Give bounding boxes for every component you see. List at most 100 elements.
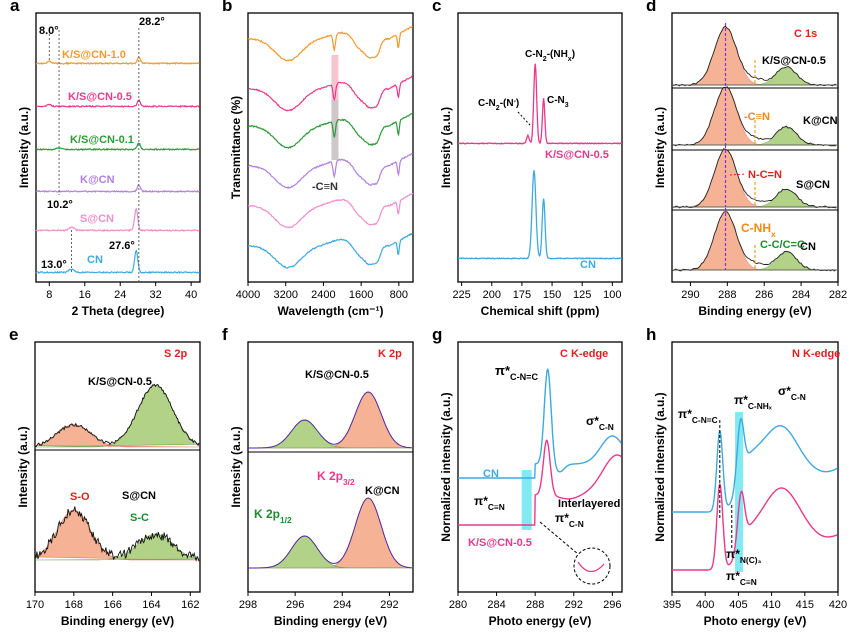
x-tick-label: 415 (796, 599, 814, 611)
panel-f: f 298 296 294 292 Binding energy (eV) Intensit… (222, 325, 414, 628)
x-tick-label: 292 (380, 599, 398, 611)
x-tick-label: 125 (573, 289, 591, 301)
x-tick-label: 282 (829, 289, 847, 301)
x-tick-label: 32 (150, 289, 162, 301)
title: K 2p (378, 348, 402, 360)
x-tick-label: 284 (792, 289, 810, 301)
series-S@CN (35, 207, 200, 232)
zoom-link (539, 521, 579, 555)
x-tick-label: 175 (513, 289, 531, 301)
x-tick-label: 24 (114, 289, 126, 301)
ann-pnc3: π*N(C)₃ (726, 547, 762, 565)
series-K@CN (35, 184, 201, 194)
x-tick-label: 162 (181, 599, 199, 611)
title: S 2p (164, 348, 188, 360)
x-tick-label: 100 (603, 289, 621, 301)
series-KS (672, 483, 838, 571)
peak-cc (672, 66, 837, 86)
x-tick-label: 8 (46, 289, 52, 301)
peak-k32 (247, 391, 412, 449)
series-label: CN (580, 259, 596, 271)
ftir-series (247, 75, 413, 112)
ann-k12: K 2p1/2 (254, 507, 292, 525)
band (521, 470, 532, 530)
panel-h-letter: h (646, 325, 656, 344)
x-tick-label: 225 (452, 289, 470, 301)
ann-sig: σ*C-N (778, 384, 806, 402)
x-axis-label: Wavelength (cm⁻¹) (278, 304, 384, 318)
x-tick-label: 1600 (349, 289, 373, 301)
x-tick-label: 288 (718, 289, 736, 301)
x-tick-label: 150 (543, 289, 561, 301)
x-tick-label: 200 (483, 289, 501, 301)
series-KS (458, 439, 622, 526)
zoom-circle (573, 547, 611, 585)
series-CN (457, 170, 623, 260)
series-label: K/S@CN-0.5 (88, 376, 152, 388)
ann-k32: K 2p3/2 (317, 469, 355, 487)
panel-e-frame (34, 341, 201, 593)
ann-sc: S-C (130, 512, 149, 524)
series-CN (672, 417, 838, 513)
x-tick-label: 292 (565, 599, 583, 611)
panel-g: g 280 284 288 292 296 Photo energy (eV) Normali… (432, 325, 623, 628)
panel-a-frame (35, 12, 201, 283)
ann-13: 13.0° (41, 259, 67, 271)
ftir-series (247, 232, 414, 269)
series-label: K/S@CN-1.0 (62, 49, 126, 61)
peak-cc (672, 188, 837, 208)
ftir-series (247, 192, 414, 229)
series-CN (458, 367, 623, 479)
ann-28.2: 28.2° (139, 16, 165, 28)
x-tick-label: 290 (681, 289, 699, 301)
ftir-series (247, 152, 413, 189)
ftir-series (247, 25, 414, 62)
ann-cc: C-C/C=C (760, 239, 805, 251)
x-axis-label: Chemical shift (ppm) (481, 304, 600, 318)
panel-f-letter: f (222, 325, 228, 344)
title: C 1s (794, 28, 817, 40)
ann-cn: -C≡N (744, 111, 770, 123)
x-axis-label: 2 Theta (degree) (72, 304, 165, 318)
panel-g-frame (457, 341, 623, 593)
panel-b-letter: b (222, 0, 232, 15)
panel-h-frame (671, 341, 839, 593)
panel-a: a 8 16 24 32 40 2 Theta (degree) Intensity (a.u… (10, 0, 201, 318)
x-tick-label: 410 (762, 599, 780, 611)
series-label: K/S@CN-0.1 (70, 134, 134, 146)
panel-g-letter: g (432, 325, 442, 344)
y-axis-label: Intensity (a.u.) (653, 107, 667, 188)
series-label: CN (483, 468, 499, 480)
series-label: CN (87, 254, 103, 266)
panel-b-frame (247, 12, 414, 283)
title: N K-edge (792, 348, 840, 360)
ftir-series (247, 112, 414, 149)
panel-a-letter: a (10, 0, 20, 15)
data-line (34, 383, 200, 448)
panel-b: b 4000 3200 2400 1600 800 Wavelength (cm⁻¹) Tra… (222, 0, 414, 318)
x-tick-label: 2400 (311, 289, 335, 301)
ann-ncn: N-C=N (748, 169, 782, 181)
series-label: K/S@CN-0.5 (305, 369, 369, 381)
band (735, 412, 744, 572)
peak-so (34, 424, 200, 448)
panel-f-frame (247, 341, 414, 593)
x-tick-label: 420 (829, 599, 847, 611)
ann-inter: Interlayered (558, 498, 620, 510)
x-tick-label: 16 (79, 289, 91, 301)
ann-27.6: 27.6° (109, 240, 135, 252)
series-K/S@CN-0.1 (35, 142, 200, 152)
ann-c1: C-N2-(NHx) (525, 49, 575, 63)
panel-h: h 395 400 405 410 415 420 Photo energy (eV) Norm… (646, 325, 847, 628)
x-tick-label: 405 (729, 599, 747, 611)
x-tick-label: 40 (185, 289, 197, 301)
series-label: K@CN (80, 174, 115, 186)
x-tick-label: 4000 (236, 289, 260, 301)
panel-d-frame (671, 12, 839, 283)
y-axis-label: Intensity (a.u.) (439, 107, 453, 188)
series-label: S@CN (796, 179, 830, 191)
x-tick-label: 296 (603, 599, 621, 611)
y-axis-label: Transmittance (%) (229, 96, 243, 199)
ann-pcnc: π*C-N=C (495, 363, 538, 382)
